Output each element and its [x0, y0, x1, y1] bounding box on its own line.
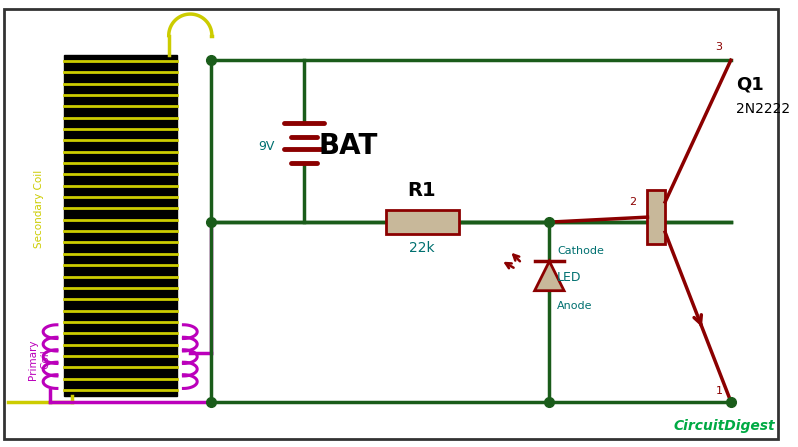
Bar — [64, 55, 176, 396]
Text: CircuitDigest: CircuitDigest — [674, 419, 775, 433]
Text: 9V: 9V — [259, 139, 275, 152]
Text: 1: 1 — [716, 386, 722, 396]
Text: R1: R1 — [408, 181, 437, 200]
Text: Anode: Anode — [557, 300, 593, 311]
Text: 2: 2 — [629, 198, 636, 207]
Text: Primary
Coil: Primary Coil — [28, 339, 50, 380]
Text: Secondary Coil: Secondary Coil — [34, 169, 44, 248]
Bar — [385, 210, 459, 234]
Polygon shape — [535, 261, 564, 291]
Text: BAT: BAT — [319, 132, 378, 160]
Text: Q1: Q1 — [736, 76, 764, 94]
Text: 2N2222: 2N2222 — [736, 102, 790, 116]
Text: 22k: 22k — [409, 240, 435, 254]
Bar — [647, 190, 665, 244]
Text: Cathode: Cathode — [557, 246, 604, 257]
Text: LED: LED — [557, 271, 582, 284]
Text: 3: 3 — [716, 42, 722, 52]
